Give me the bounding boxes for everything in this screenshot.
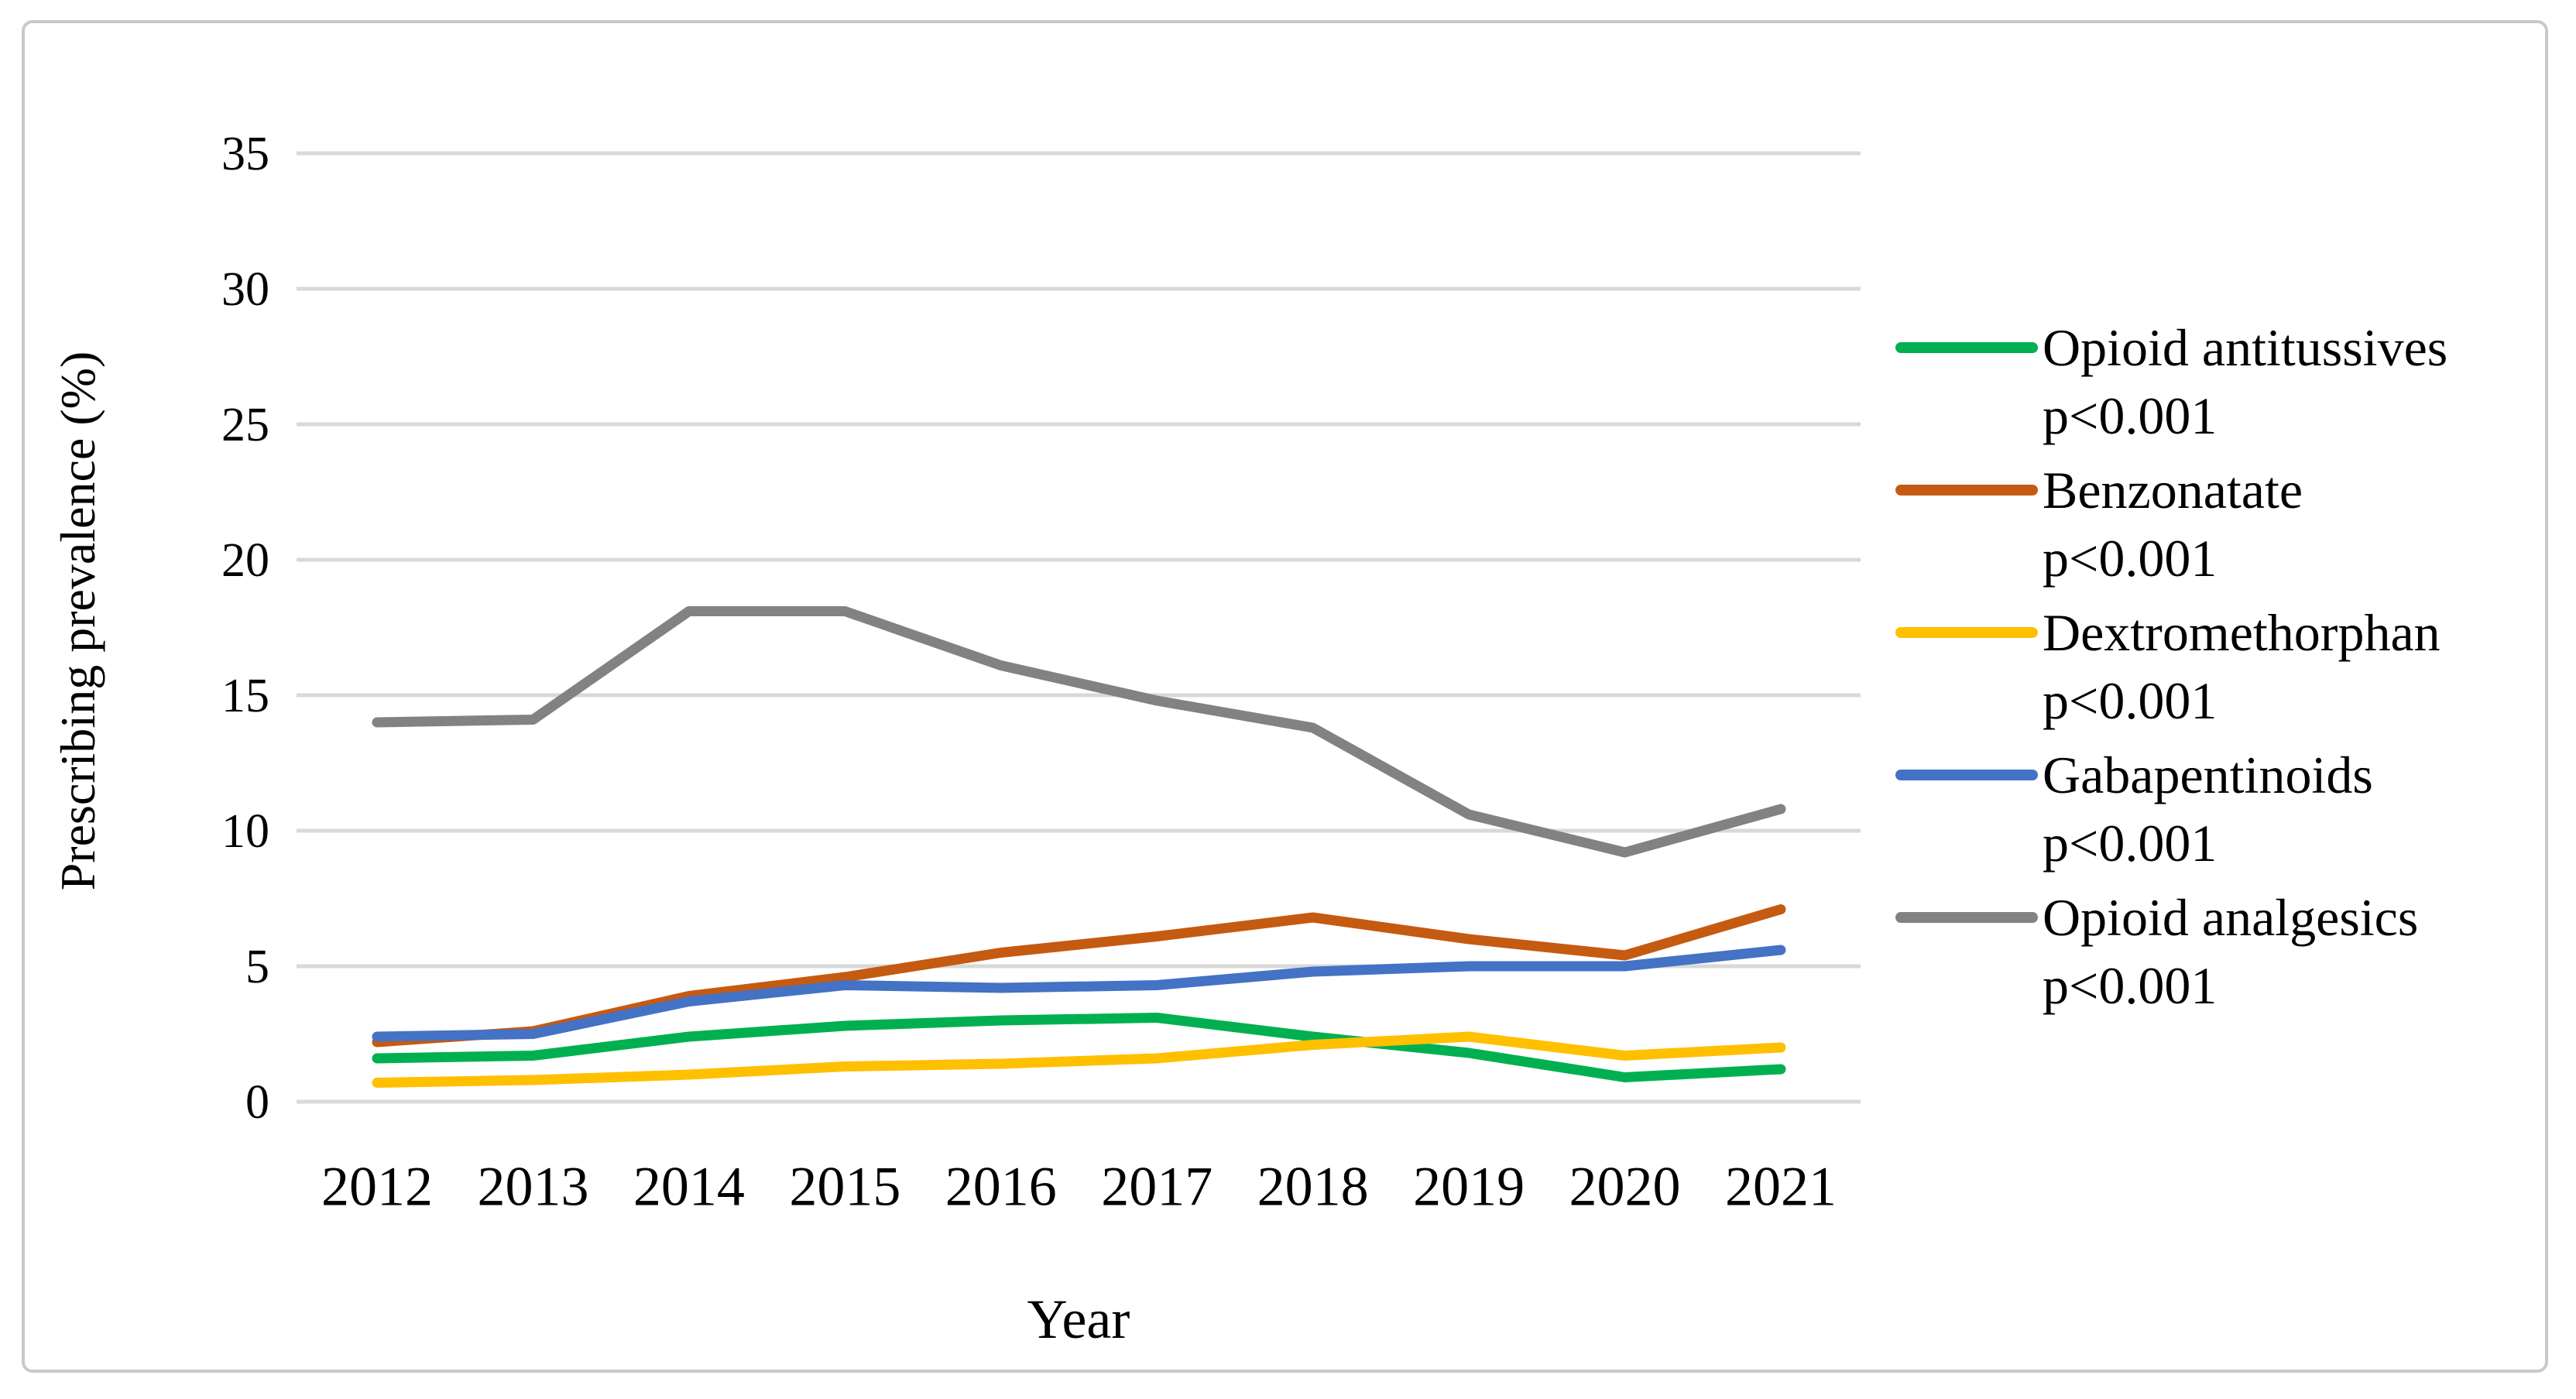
x-axis-title: Year [1027, 1288, 1130, 1350]
y-tick-label-15: 15 [221, 670, 269, 722]
y-axis-title: Prescribing prevalence (%) [50, 351, 105, 891]
x-axis-tick-labels: 2012 2013 2014 2015 2016 2017 2018 2019 2020 2021 [321, 1155, 1837, 1217]
y-tick-label-35: 35 [221, 128, 269, 180]
legend: Opioid antitussives p<0.001 Benzonatate p<0… [1895, 318, 2447, 1015]
legend-pvalue-opioid-antitussives: p<0.001 [2043, 386, 2217, 445]
data-series-lines [372, 606, 1786, 1088]
legend-pvalue-benzonatate: p<0.001 [2043, 529, 2217, 588]
y-tick-label-0: 0 [245, 1076, 269, 1129]
y-tick-label-25: 25 [221, 399, 269, 451]
x-tick-label-2019: 2019 [1413, 1155, 1525, 1217]
legend-label-dextromethorphan: Dextromethorphan [2043, 603, 2441, 662]
legend-label-gabapentinoids: Gabapentinoids [2043, 746, 2373, 804]
x-tick-label-2015: 2015 [789, 1155, 900, 1217]
x-tick-label-2013: 2013 [477, 1155, 588, 1217]
x-tick-label-2014: 2014 [633, 1155, 745, 1217]
legend-label-opioid-antitussives: Opioid antitussives [2043, 318, 2447, 377]
x-tick-label-2017: 2017 [1101, 1155, 1213, 1217]
legend-label-opioid-analgesics: Opioid analgesics [2043, 888, 2418, 947]
x-tick-label-2021: 2021 [1725, 1155, 1837, 1217]
series-line-opioid-antitussives [372, 1013, 1786, 1082]
x-tick-label-2016: 2016 [945, 1155, 1057, 1217]
legend-label-benzonatate: Benzonatate [2043, 461, 2303, 519]
series-line-gabapentinoids [372, 945, 1786, 1042]
y-tick-label-5: 5 [245, 941, 269, 993]
x-tick-label-2020: 2020 [1569, 1155, 1681, 1217]
y-axis-tick-labels: 0 5 10 15 20 25 30 35 [221, 128, 269, 1129]
y-tick-label-20: 20 [221, 534, 269, 587]
series-line-opioid-analgesics [372, 606, 1786, 858]
x-tick-label-2018: 2018 [1257, 1155, 1369, 1217]
legend-pvalue-opioid-analgesics: p<0.001 [2043, 956, 2217, 1015]
y-tick-label-30: 30 [221, 263, 269, 316]
series-line-dextromethorphan [372, 1031, 1786, 1088]
y-tick-label-10: 10 [221, 805, 269, 858]
legend-pvalue-gabapentinoids: p<0.001 [2043, 814, 2217, 873]
legend-pvalue-dextromethorphan: p<0.001 [2043, 671, 2217, 730]
x-tick-label-2012: 2012 [321, 1155, 433, 1217]
